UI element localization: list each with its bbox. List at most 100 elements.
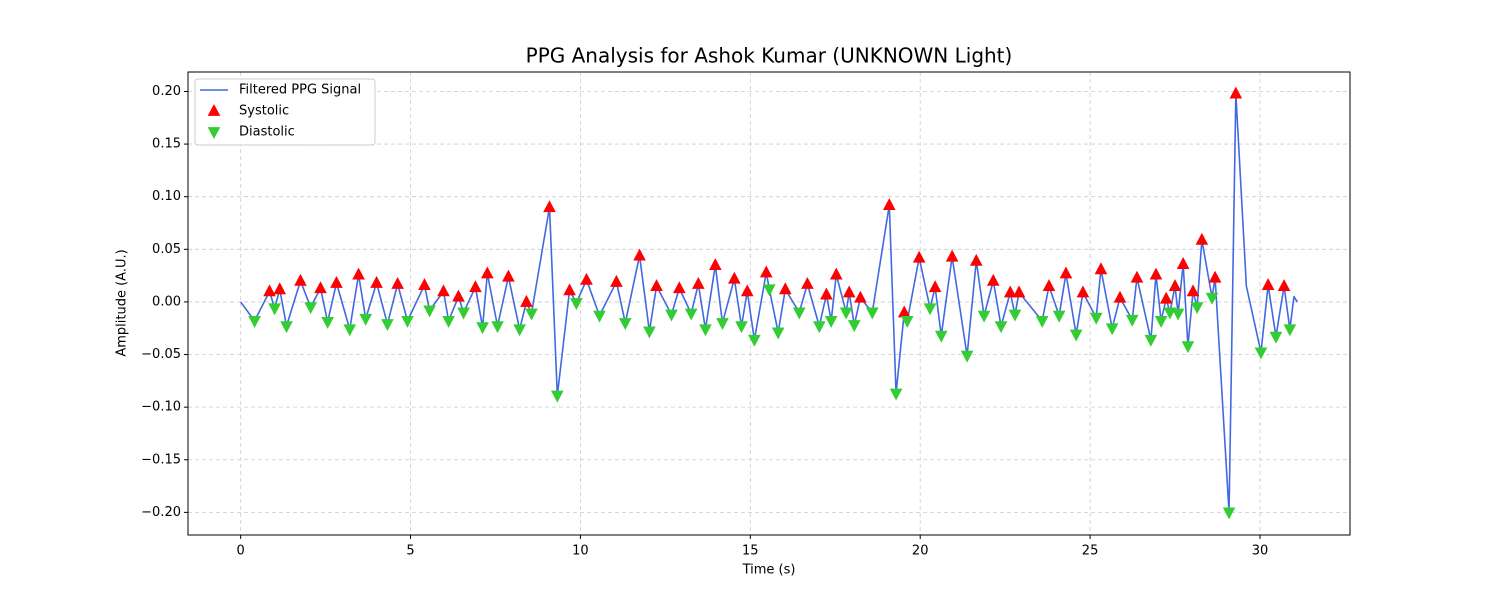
diastolic-marker xyxy=(491,321,504,334)
diastolic-marker xyxy=(442,315,455,328)
diastolic-marker xyxy=(401,315,414,328)
systolic-marker xyxy=(543,200,556,213)
systolic-marker xyxy=(391,277,404,289)
y-tick-label: −0.20 xyxy=(141,505,181,520)
systolic-marker xyxy=(330,275,343,288)
systolic-marker xyxy=(829,267,843,280)
systolic-marker xyxy=(709,258,722,270)
diastolic-marker xyxy=(1105,323,1119,336)
diastolic-marker xyxy=(994,321,1008,334)
systolic-marker xyxy=(1208,270,1222,283)
diastolic-marker xyxy=(699,324,712,337)
systolic-marker xyxy=(897,305,911,318)
diastolic-marker xyxy=(423,305,436,318)
y-tick-label: 0.10 xyxy=(152,189,181,204)
systolic-marker xyxy=(912,250,926,263)
diastolic-marker xyxy=(593,310,606,323)
diastolic-marker xyxy=(684,308,698,321)
diastolic-marker xyxy=(1181,341,1195,354)
diastolic-marker xyxy=(665,309,678,322)
systolic-marker xyxy=(820,287,833,300)
x-tick-label: 15 xyxy=(742,544,759,559)
systolic-marker xyxy=(563,283,576,296)
systolic-marker xyxy=(263,284,276,297)
diastolic-marker xyxy=(1171,308,1185,321)
diastolic-marker xyxy=(321,317,334,329)
diastolic-marker xyxy=(1154,315,1168,328)
y-tick-label: 0.05 xyxy=(152,242,181,257)
legend-swatch xyxy=(207,127,221,139)
systolic-marker xyxy=(418,278,431,290)
y-tick-label: −0.05 xyxy=(141,347,181,362)
systolic-marker xyxy=(986,273,1000,286)
systolic-marker xyxy=(882,198,896,211)
x-tick-label: 10 xyxy=(572,544,589,559)
diastolic-marker xyxy=(716,318,729,330)
signal-line xyxy=(240,92,1299,514)
systolic-marker xyxy=(1168,279,1182,292)
systolic-marker xyxy=(1059,266,1073,279)
legend-label: Filtered PPG Signal xyxy=(239,83,361,98)
diastolic-marker xyxy=(618,318,632,330)
systolic-marker xyxy=(740,284,754,297)
diastolic-marker xyxy=(476,322,489,335)
diastolic-marker xyxy=(977,310,991,323)
diastolic-marker xyxy=(643,326,656,339)
x-axis-label: Time (s) xyxy=(742,563,796,578)
diastolic-marker xyxy=(1254,347,1268,360)
diastolic-marker xyxy=(839,307,853,320)
x-tick-label: 25 xyxy=(1082,544,1099,559)
diastolic-marker xyxy=(900,315,914,328)
x-tick-label: 0 xyxy=(237,544,245,559)
y-tick-label: 0.20 xyxy=(152,84,181,99)
systolic-marker xyxy=(481,266,494,279)
diastolic-marker xyxy=(824,315,838,328)
systolic-marker xyxy=(779,282,792,295)
systolic-marker xyxy=(692,277,705,289)
plot-frame xyxy=(187,71,1351,536)
systolic-marker xyxy=(1076,285,1090,298)
systolic-marker xyxy=(945,249,959,262)
diastolic-marker xyxy=(304,302,317,315)
diastolic-marker xyxy=(248,315,261,328)
systolic-marker xyxy=(854,290,867,303)
diastolic-marker xyxy=(343,324,357,337)
diastolic-marker xyxy=(1269,331,1283,344)
x-tick-label: 5 xyxy=(406,544,414,559)
diastolic-marker xyxy=(847,320,861,333)
diastolic-marker xyxy=(1035,315,1049,328)
diastolic-marker xyxy=(381,319,394,332)
systolic-marker xyxy=(1186,284,1200,297)
y-tick-label: −0.15 xyxy=(141,452,181,467)
systolic-marker xyxy=(370,275,383,288)
diastolic-marker xyxy=(748,334,761,347)
y-axis-label: Amplitude (A.U.) xyxy=(115,249,130,356)
diastolic-marker xyxy=(865,307,879,320)
diastolic-marker xyxy=(359,313,372,326)
diastolic-marker xyxy=(923,303,937,316)
diastolic-marker xyxy=(1283,324,1297,337)
systolic-marker xyxy=(1261,278,1275,290)
x-tick-label: 20 xyxy=(912,544,929,559)
systolic-marker xyxy=(1277,279,1291,292)
diastolic-marker xyxy=(525,308,538,321)
diastolic-marker xyxy=(792,307,806,320)
systolic-marker xyxy=(1094,262,1108,275)
diastolic-marker xyxy=(280,321,293,334)
systolic-marker xyxy=(1229,86,1243,99)
systolic-marker xyxy=(294,273,307,286)
systolic-marker xyxy=(469,280,482,293)
systolic-marker xyxy=(928,280,942,293)
systolic-marker xyxy=(1176,257,1190,269)
systolic-marker xyxy=(1113,290,1127,303)
systolic-marker xyxy=(1012,285,1026,298)
diastolic-marker xyxy=(1069,329,1083,342)
systolic-marker xyxy=(650,279,663,292)
legend: Filtered PPG Signal Systolic Diastolic xyxy=(194,78,376,146)
systolic-marker xyxy=(273,282,287,295)
systolic-marker xyxy=(633,248,646,261)
legend-swatch xyxy=(207,104,221,116)
systolic-marker xyxy=(314,281,327,294)
x-tick-label: 30 xyxy=(1252,544,1269,559)
